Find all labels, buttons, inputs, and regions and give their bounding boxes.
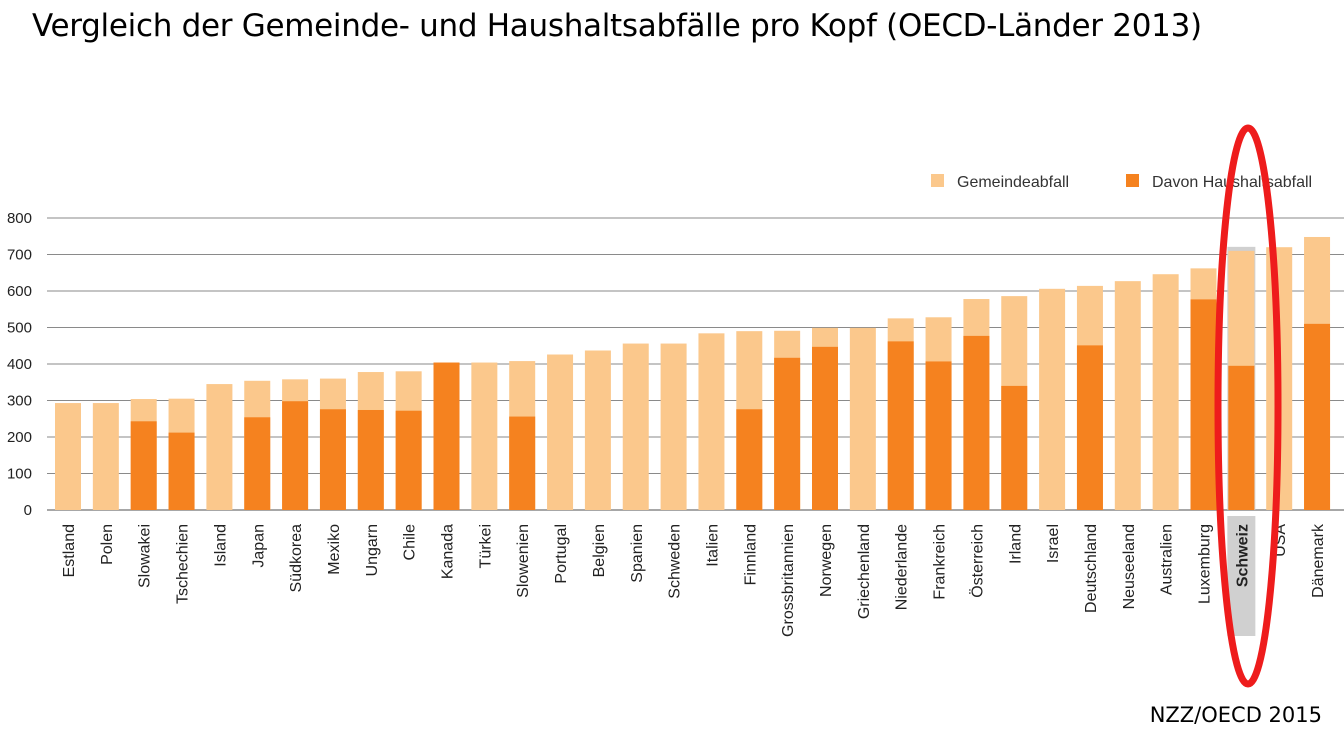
y-tick-label: 300 bbox=[7, 393, 32, 410]
bar-municipal bbox=[1039, 288, 1066, 510]
bar-household bbox=[925, 361, 952, 510]
category-label: Japan bbox=[250, 524, 267, 568]
category-label: Luxemburg bbox=[1197, 524, 1214, 604]
category-label: Spanien bbox=[629, 524, 646, 583]
bar-household bbox=[130, 421, 157, 510]
category-label: Island bbox=[212, 524, 229, 567]
category-label: Neuseeland bbox=[1121, 524, 1138, 609]
category-label: Israel bbox=[1045, 524, 1062, 563]
bar-household bbox=[1001, 385, 1028, 510]
bar-household bbox=[319, 409, 346, 510]
category-label: Dänemark bbox=[1310, 523, 1327, 598]
bar-household bbox=[509, 416, 536, 510]
y-tick-label: 500 bbox=[7, 320, 32, 337]
bar-household bbox=[887, 341, 914, 510]
category-label: Polen bbox=[99, 524, 116, 565]
bar-household bbox=[736, 409, 763, 510]
bar-household bbox=[774, 357, 801, 510]
highlight-layer bbox=[1214, 124, 1282, 688]
bar-household bbox=[244, 417, 271, 510]
bar-municipal bbox=[1114, 281, 1141, 510]
category-label: Slowakei bbox=[137, 524, 154, 588]
bar-municipal bbox=[55, 403, 81, 510]
category-label: Slowenien bbox=[515, 524, 532, 598]
chart-title: Vergleich der Gemeinde- und Haushaltsabf… bbox=[32, 8, 1202, 44]
category-label: Italien bbox=[704, 524, 721, 567]
category-label: Griechenland bbox=[856, 524, 873, 619]
category-label: Chile bbox=[402, 524, 419, 561]
highlight-band-label bbox=[1227, 516, 1256, 636]
y-tick-label: 200 bbox=[7, 429, 32, 446]
category-label: Schweiz bbox=[1234, 524, 1251, 587]
y-tick-label: 700 bbox=[7, 247, 32, 264]
y-tick-label: 100 bbox=[7, 466, 32, 483]
bar-household bbox=[433, 362, 460, 510]
bar-municipal bbox=[1152, 274, 1179, 510]
bar-municipal bbox=[471, 362, 498, 510]
bars-layer bbox=[55, 236, 1331, 511]
category-labels: Estland Polen Slowakei Tschechien Island Japa… bbox=[61, 523, 1327, 637]
category-label: Schweden bbox=[667, 524, 684, 599]
category-label: Mexiko bbox=[326, 524, 343, 575]
bar-municipal bbox=[92, 403, 119, 510]
category-label: Irland bbox=[1007, 524, 1024, 564]
bar-household bbox=[1228, 365, 1255, 510]
category-label: Finnland bbox=[742, 524, 759, 585]
bar-household bbox=[963, 335, 990, 510]
category-label: Portugal bbox=[553, 524, 570, 584]
category-label: Australien bbox=[1159, 524, 1176, 595]
bar-municipal bbox=[206, 384, 233, 510]
category-label: Niederlande bbox=[894, 524, 911, 610]
bar-municipal bbox=[622, 343, 649, 510]
category-label: Tschechien bbox=[175, 524, 192, 604]
legend-label-municipal: Gemeindeabfall bbox=[957, 174, 1069, 191]
bar-municipal bbox=[547, 354, 574, 510]
legend-swatch-municipal bbox=[931, 174, 944, 187]
category-label: Kanada bbox=[440, 524, 457, 579]
highlight-ellipse bbox=[1214, 124, 1282, 688]
category-label: Belgien bbox=[591, 524, 608, 577]
category-label: Deutschland bbox=[1083, 524, 1100, 613]
bar-municipal bbox=[660, 343, 687, 510]
bar-municipal bbox=[584, 350, 611, 510]
bar-household bbox=[168, 432, 195, 510]
bar-household bbox=[395, 410, 422, 510]
source-note: NZZ/OECD 2015 bbox=[1149, 703, 1322, 727]
y-tick-label: 600 bbox=[7, 283, 32, 300]
category-label: Südkorea bbox=[288, 524, 305, 593]
category-label: Frankreich bbox=[932, 524, 949, 600]
category-label: Estland bbox=[61, 524, 78, 577]
y-tick-label: 800 bbox=[7, 210, 32, 227]
bar-household bbox=[357, 409, 384, 510]
y-tick-label: 0 bbox=[24, 502, 32, 519]
bar-household bbox=[1076, 345, 1103, 510]
bar-municipal bbox=[698, 333, 725, 510]
bar-household bbox=[1190, 299, 1217, 510]
category-label: Grossbritannien bbox=[780, 524, 797, 637]
category-label: Norwegen bbox=[818, 524, 835, 597]
bar-household bbox=[812, 346, 838, 510]
legend: Gemeindeabfall Davon Haushaltsabfall bbox=[931, 174, 1312, 191]
bar-household bbox=[282, 401, 309, 510]
category-label: Türkei bbox=[477, 524, 494, 568]
y-tick-label: 400 bbox=[7, 356, 32, 373]
bar-municipal bbox=[849, 327, 876, 510]
category-label: Österreich bbox=[968, 524, 986, 598]
legend-swatch-household bbox=[1126, 174, 1139, 187]
bar-household bbox=[1304, 323, 1331, 510]
category-label: Ungarn bbox=[364, 524, 381, 576]
